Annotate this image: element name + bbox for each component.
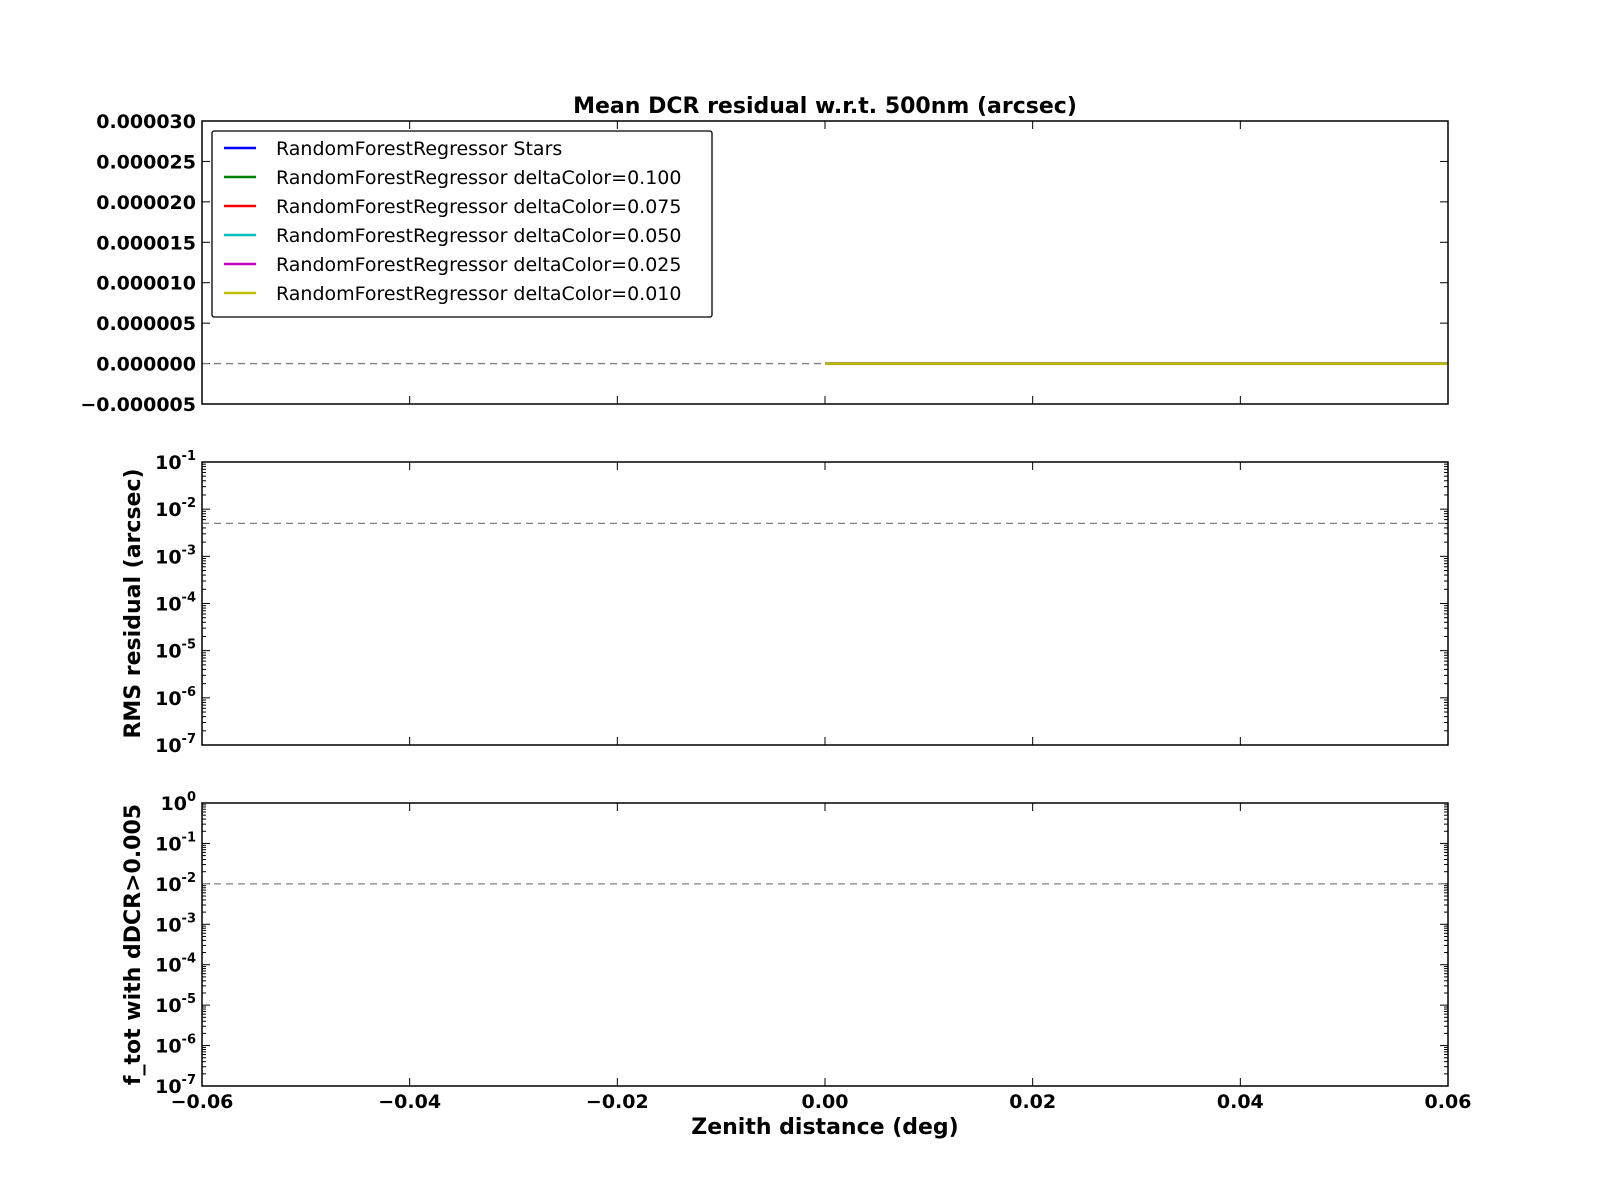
y-tick-label: 10-1	[155, 830, 196, 855]
x-tick-label: −0.02	[586, 1091, 649, 1113]
legend-entry: RandomForestRegressor deltaColor=0.050	[276, 225, 681, 247]
y-tick-label: 0.000015	[96, 232, 196, 254]
plot-frame	[201, 120, 1449, 405]
y-tick-label: 10-3	[155, 911, 196, 936]
legend-box	[211, 130, 713, 318]
x-tick-label: −0.04	[378, 1091, 441, 1113]
y-tick-label: 10-5	[155, 992, 196, 1017]
y-tick-label: 10-7	[155, 732, 196, 757]
y-tick-label: −0.000005	[80, 394, 196, 416]
plot-frame	[201, 802, 1449, 1087]
x-tick-label: 0.02	[1009, 1091, 1056, 1113]
y-tick-label: 10-6	[155, 1033, 196, 1058]
y-tick-label: 0.000025	[96, 151, 196, 173]
y-tick-label: 100	[161, 790, 197, 815]
x-tick-label: −0.06	[171, 1091, 234, 1113]
y-tick-label: 10-2	[155, 871, 196, 896]
y-tick-label: 0.000000	[96, 354, 196, 376]
panel-rms: 10-7 10-6 10-5 10-4 10-3 10-2 10-1 RMS residual…	[121, 449, 1449, 757]
panel-fraction: 10-7 10-6 10-5 10-4 10-3 10-2 10-1 100 f_tot wit…	[121, 790, 1471, 1140]
y-tick-label: 0.000005	[96, 313, 196, 335]
y-tick-label: 0.000030	[96, 111, 196, 133]
x-tick-label: 0.06	[1425, 1091, 1472, 1113]
legend-entry: RandomForestRegressor Stars	[276, 138, 562, 160]
y-axis-label: f_tot with dDCR>0.005	[121, 804, 146, 1085]
y-axis-label: RMS residual (arcsec)	[121, 468, 146, 738]
y-tick-label: 10-3	[155, 543, 196, 568]
chart-title: Mean DCR residual w.r.t. 500nm (arcsec)	[573, 94, 1077, 119]
y-tick-label: 10-4	[155, 591, 196, 616]
y-tick-label: 10-6	[155, 685, 196, 710]
panel-mean: −0.000005 0.000000 0.000005 0.000010 0.00001…	[80, 94, 1449, 416]
y-tick-label: 10-2	[155, 496, 196, 521]
y-tick-label: 10-4	[155, 952, 196, 977]
legend: RandomForestRegressor Stars RandomForestR…	[211, 130, 713, 318]
plot-frame	[201, 461, 1449, 746]
legend-entry: RandomForestRegressor deltaColor=0.075	[276, 196, 681, 218]
y-tick-label: 0.000010	[96, 273, 196, 295]
y-tick-label: 10-1	[155, 449, 196, 474]
y-tick-label: 10-5	[155, 638, 196, 663]
x-axis-label: Zenith distance (deg)	[691, 1115, 958, 1140]
legend-entry: RandomForestRegressor deltaColor=0.010	[276, 283, 681, 305]
legend-entry: RandomForestRegressor deltaColor=0.025	[276, 254, 681, 276]
y-tick-label: 0.000020	[96, 192, 196, 214]
legend-entry: RandomForestRegressor deltaColor=0.100	[276, 167, 681, 189]
x-tick-label: 0.00	[802, 1091, 849, 1113]
x-tick-label: 0.04	[1217, 1091, 1264, 1113]
y-tick-label: 10-7	[155, 1073, 196, 1098]
